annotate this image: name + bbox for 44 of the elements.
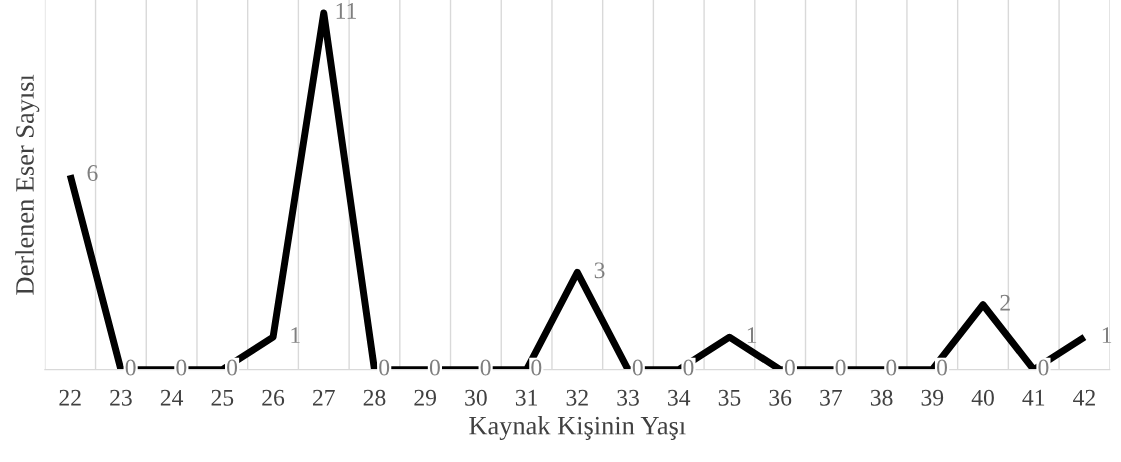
x-tick-label: 30 [465, 389, 487, 406]
data-label: 0 [886, 359, 897, 376]
data-label: 0 [683, 359, 694, 376]
data-label: 0 [176, 359, 187, 376]
x-tick-label: 33 [617, 389, 639, 406]
data-label: 0 [1038, 359, 1049, 376]
data-label: 1 [747, 327, 757, 343]
x-tick-label: 25 [211, 389, 234, 406]
x-tick-label: 38 [870, 389, 893, 406]
data-label: 0 [480, 359, 491, 376]
x-tick-label: 37 [820, 389, 842, 406]
x-tick-label: 31 [515, 389, 537, 406]
data-label: 1 [291, 327, 300, 343]
x-tick-label: 40 [971, 389, 994, 406]
x-tick-label: 41 [1022, 389, 1045, 406]
x-tick-label: 32 [566, 389, 588, 406]
x-tick-label: 24 [160, 389, 184, 406]
data-label: 0 [632, 359, 643, 376]
data-label: 0 [531, 359, 542, 376]
x-tick-label: 23 [110, 389, 132, 406]
data-label: 6 [87, 165, 98, 181]
data-label: 3 [594, 262, 605, 279]
data-label: 0 [227, 359, 238, 376]
x-tick-label: 35 [718, 389, 741, 406]
data-label: 0 [937, 359, 948, 376]
x-tick-label: 26 [262, 389, 285, 406]
data-label: 0 [125, 359, 136, 376]
x-tick-label: 39 [921, 389, 944, 406]
x-tick-label: 27 [312, 389, 335, 406]
x-tick-label: 28 [363, 389, 386, 406]
data-label: 0 [379, 359, 390, 376]
y-axis-title: Derlenen Eser Sayısı [15, 74, 40, 295]
x-tick-label: 42 [1073, 389, 1095, 406]
data-label: 0 [429, 359, 440, 376]
data-label: 0 [784, 359, 795, 376]
data-label: 1 [1102, 327, 1112, 343]
x-tick-label: 29 [414, 389, 437, 406]
data-label: 11 [336, 3, 356, 19]
x-tick-label: 22 [59, 389, 81, 406]
x-axis-title: Kaynak Kişinin Yaşı [469, 416, 686, 441]
x-tick-label: 36 [769, 389, 792, 406]
x-tick-label: 34 [668, 389, 691, 406]
data-label: 0 [835, 359, 846, 376]
data-label: 2 [1000, 294, 1010, 311]
